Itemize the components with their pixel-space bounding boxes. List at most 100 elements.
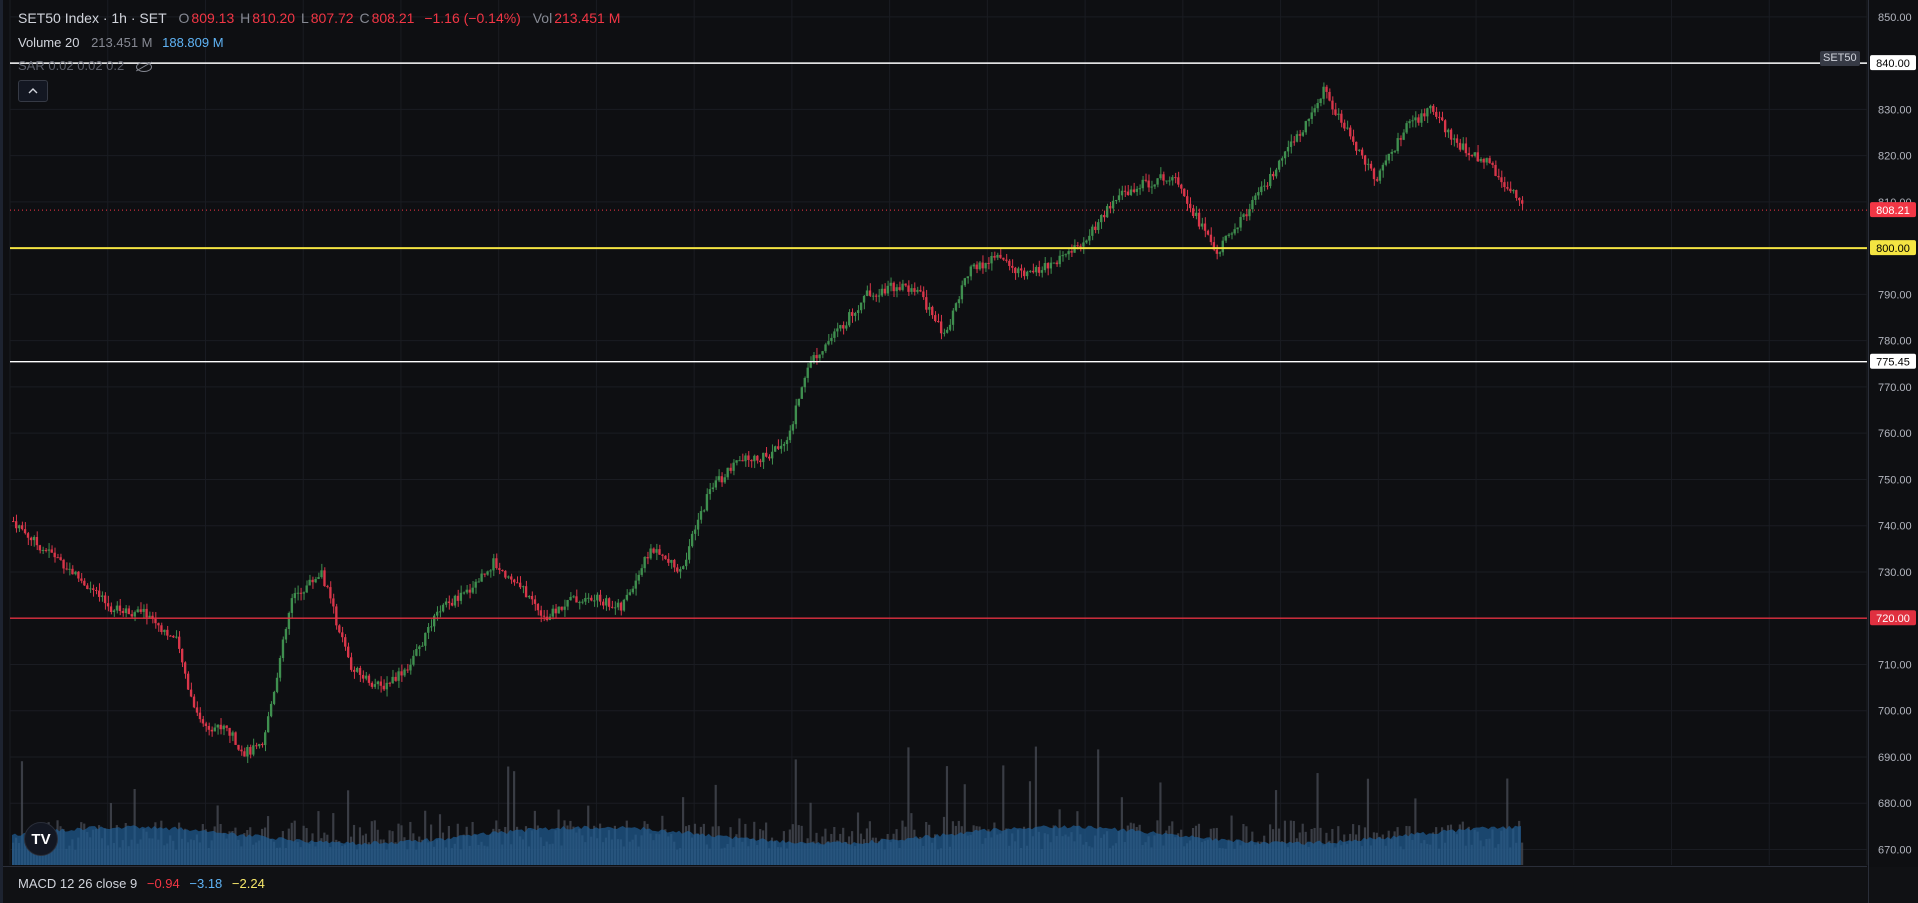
collapse-legend-button[interactable] <box>18 80 48 102</box>
candle-body <box>809 361 812 368</box>
candle-body <box>1440 117 1444 121</box>
candle-body <box>925 297 928 310</box>
candle-body <box>874 295 878 297</box>
candle-body <box>41 549 45 551</box>
candle-body <box>1230 233 1233 235</box>
candle-body <box>1328 91 1331 101</box>
candle-body <box>459 592 463 601</box>
candle-body <box>1159 174 1162 179</box>
candle-body <box>768 456 771 459</box>
candle-body <box>708 489 712 495</box>
candle-body <box>1518 197 1521 201</box>
candle-body <box>1334 109 1337 115</box>
price-tag-text: 800.00 <box>1876 243 1910 255</box>
candle-body <box>249 747 252 755</box>
candle-body <box>219 724 222 730</box>
volume-indicator-value: 213.451 M <box>91 35 153 50</box>
volume-bar <box>1366 778 1370 865</box>
candle-body <box>207 726 211 730</box>
candle-body <box>954 303 958 311</box>
candle-body <box>468 589 471 593</box>
candle-body <box>1340 113 1343 123</box>
candle-body <box>601 601 605 606</box>
candle-body <box>762 452 765 463</box>
volume-pane <box>12 746 1524 865</box>
candle-body <box>453 595 457 606</box>
candle-body <box>542 615 546 617</box>
candle-body <box>23 529 27 534</box>
candle-body <box>1025 271 1029 277</box>
candle-body <box>290 598 294 613</box>
candle-body <box>907 285 910 292</box>
candle-body <box>1381 164 1385 171</box>
candle-body <box>566 600 569 607</box>
candle-body <box>1325 86 1328 92</box>
candle-body <box>421 645 424 647</box>
candle-body <box>255 745 258 747</box>
candle-body <box>679 569 682 572</box>
candle-body <box>204 723 208 727</box>
candle-body <box>513 579 516 583</box>
candle-body <box>1117 195 1121 201</box>
candle-body <box>1014 267 1017 274</box>
candle-body <box>610 606 614 608</box>
candle-body <box>26 533 30 538</box>
candle-body <box>424 632 427 646</box>
candle-body <box>1043 263 1047 271</box>
candle-body <box>216 724 219 728</box>
candle-body <box>821 351 824 355</box>
candle-body <box>1435 111 1438 117</box>
candle-body <box>1488 158 1491 163</box>
candle-body <box>1020 268 1023 271</box>
y-tick-label: 780.00 <box>1878 336 1912 348</box>
candle-body <box>732 462 735 471</box>
sar-legend[interactable]: SAR 0.02 0.02 0.2 <box>18 58 154 73</box>
candle-body <box>877 295 881 297</box>
candle-body <box>1165 180 1168 182</box>
hidden-eye-icon[interactable] <box>135 61 152 72</box>
candle-body <box>510 576 513 580</box>
candle-body <box>492 558 495 571</box>
candle-body <box>1426 108 1429 117</box>
candle-body <box>880 288 884 296</box>
candle-body <box>261 743 264 746</box>
candle-body <box>83 580 86 586</box>
volume-legend[interactable]: Volume 20 213.451 M 188.809 M <box>18 35 226 50</box>
tradingview-logo-icon[interactable]: TV <box>24 822 58 856</box>
candle-body <box>1420 113 1423 123</box>
macd-legend[interactable]: MACD 12 26 close 9 −0.94 −3.18 −2.24 <box>18 876 267 891</box>
candle-body <box>1396 138 1399 152</box>
candle-body <box>323 570 326 587</box>
volume-bar <box>332 813 335 865</box>
candle-body <box>56 557 59 559</box>
candle-body <box>613 607 617 609</box>
candle-body <box>1500 177 1503 183</box>
volume-bar <box>1034 746 1037 865</box>
candle-body <box>782 444 786 446</box>
candle-body <box>759 460 762 463</box>
candle-body <box>47 549 50 551</box>
candle-body <box>1307 118 1310 122</box>
macd-indicator-label: MACD 12 26 close 9 <box>18 876 138 891</box>
candle-body <box>347 646 350 658</box>
price-tag-840.00 <box>1870 55 1916 71</box>
candle-body <box>444 601 448 605</box>
volume-value: 213.451 M <box>554 10 621 26</box>
symbol-title[interactable]: SET50 Index · 1h · SET <box>18 10 167 26</box>
candle-body <box>756 455 759 461</box>
candle-body <box>1485 158 1488 163</box>
candle-body <box>1108 206 1112 209</box>
candle-body <box>554 608 557 614</box>
candle-body <box>272 691 276 704</box>
candle-body <box>934 315 937 322</box>
candle-body <box>913 288 916 292</box>
candle-body <box>341 632 344 638</box>
volume-bar <box>317 811 320 865</box>
candle-body <box>690 533 694 547</box>
candle-body <box>305 585 308 593</box>
candle-body <box>1174 177 1177 179</box>
candle-body <box>741 460 744 462</box>
candle-body <box>252 745 255 755</box>
